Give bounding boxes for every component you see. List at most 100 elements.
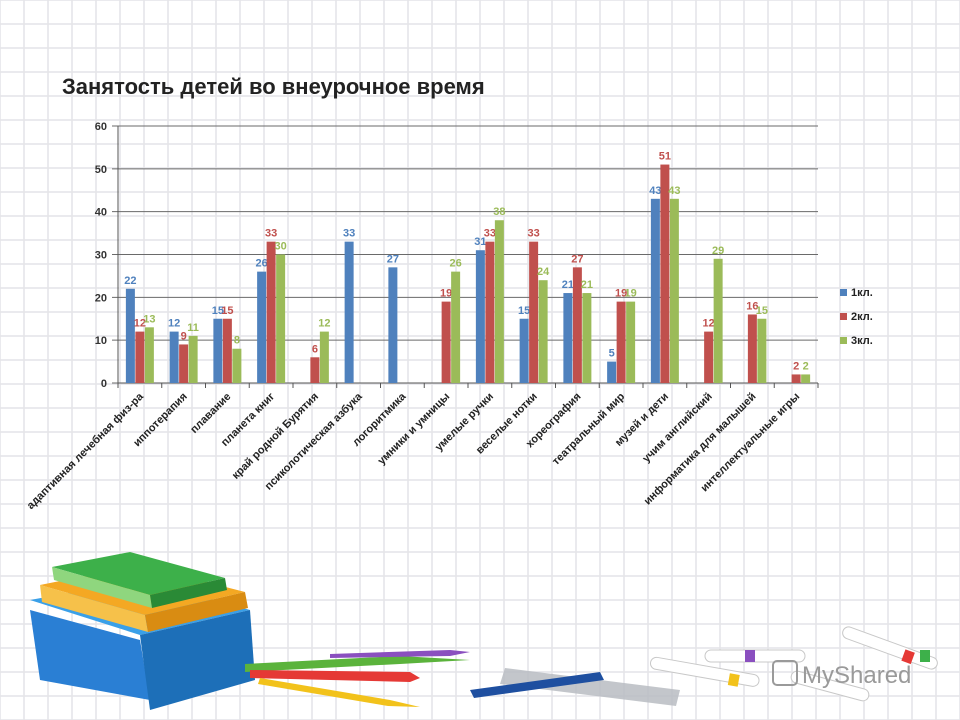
data-label: 33 — [343, 228, 355, 240]
data-label: 12 — [168, 318, 180, 330]
data-label: 21 — [562, 279, 574, 291]
data-label: 6 — [312, 343, 318, 355]
x-tick-label: умники и умницы — [376, 391, 453, 468]
x-tick-label: плавание — [188, 391, 233, 436]
bar — [276, 254, 286, 383]
bar — [519, 318, 529, 383]
data-label: 15 — [756, 305, 768, 317]
legend-swatch — [840, 313, 847, 320]
x-tick-label: театральный мир — [550, 390, 627, 467]
bar — [169, 331, 179, 383]
y-tick-label: 20 — [95, 292, 107, 304]
data-label: 26 — [450, 258, 462, 270]
data-label: 43 — [649, 185, 661, 197]
bar — [451, 271, 461, 383]
bar — [747, 314, 757, 383]
bar — [475, 250, 485, 383]
bar — [669, 198, 679, 383]
bar — [660, 164, 670, 383]
y-tick-label: 0 — [101, 378, 107, 390]
bar — [310, 357, 320, 383]
data-label: 26 — [256, 258, 268, 270]
bar — [650, 198, 660, 383]
bar — [494, 220, 504, 383]
bar — [257, 271, 267, 383]
data-label: 12 — [134, 318, 146, 330]
data-label: 2 — [793, 360, 799, 372]
data-label: 13 — [143, 313, 155, 325]
y-tick-label: 40 — [95, 207, 107, 219]
watermark: MyShared — [772, 660, 911, 690]
school-supplies-illustration — [30, 552, 938, 710]
legend-label: 2кл. — [851, 311, 873, 323]
bar — [144, 327, 154, 383]
data-label: 8 — [234, 335, 240, 347]
bar — [319, 331, 329, 383]
pencils-icon — [245, 650, 470, 707]
data-label: 33 — [528, 228, 540, 240]
data-label: 31 — [474, 236, 486, 248]
y-tick-label: 50 — [95, 164, 107, 176]
data-label: 12 — [703, 318, 715, 330]
markers-icon — [649, 626, 938, 702]
data-label: 29 — [712, 245, 724, 257]
data-label: 5 — [609, 348, 615, 360]
y-tick-label: 30 — [95, 250, 107, 262]
bar — [135, 331, 145, 383]
data-label: 12 — [318, 318, 330, 330]
data-label: 15 — [212, 305, 224, 317]
data-label: 19 — [615, 288, 627, 300]
data-label: 30 — [275, 241, 287, 253]
data-label: 21 — [581, 279, 593, 291]
bar — [572, 267, 582, 383]
bar — [582, 293, 592, 383]
data-label: 22 — [124, 275, 136, 287]
bar — [125, 288, 135, 383]
watermark-text: MyShared — [802, 662, 912, 689]
bar — [179, 344, 189, 383]
bar — [388, 267, 398, 383]
bar — [704, 331, 714, 383]
data-label: 43 — [668, 185, 680, 197]
x-tick-label: край родной Бурятия — [230, 391, 321, 482]
bar — [791, 374, 801, 383]
bar — [529, 241, 539, 383]
bar — [713, 258, 723, 383]
bar — [626, 301, 636, 383]
legend-swatch — [840, 289, 847, 296]
bar — [538, 280, 548, 383]
data-label: 2 — [803, 360, 809, 372]
data-label: 27 — [571, 253, 583, 265]
data-label: 15 — [518, 305, 530, 317]
y-tick-label: 10 — [95, 335, 107, 347]
bar — [616, 301, 626, 383]
bar — [222, 318, 232, 383]
books-icon — [30, 552, 255, 710]
data-label: 19 — [625, 288, 637, 300]
data-label: 11 — [187, 322, 199, 334]
data-label: 16 — [746, 300, 758, 312]
data-label: 24 — [537, 266, 550, 278]
bar — [757, 318, 767, 383]
chart-title: Занятость детей во внеурочное время — [62, 74, 485, 99]
data-label: 33 — [265, 228, 277, 240]
bar — [213, 318, 223, 383]
bar — [232, 348, 242, 383]
ruler-icon — [470, 668, 680, 706]
data-label: 15 — [221, 305, 233, 317]
bar — [188, 335, 198, 383]
bar — [563, 293, 573, 383]
bar — [441, 301, 451, 383]
bar — [485, 241, 495, 383]
data-label: 51 — [659, 151, 671, 163]
logo-icon — [772, 660, 798, 686]
bar — [344, 241, 354, 383]
bar — [607, 361, 617, 383]
bar — [266, 241, 276, 383]
y-tick-label: 60 — [95, 121, 107, 133]
data-label: 19 — [440, 288, 452, 300]
x-tick-label: адаптивная лечебная физ-ра — [25, 390, 147, 512]
legend-label: 1кл. — [851, 287, 873, 299]
data-label: 38 — [493, 206, 505, 218]
